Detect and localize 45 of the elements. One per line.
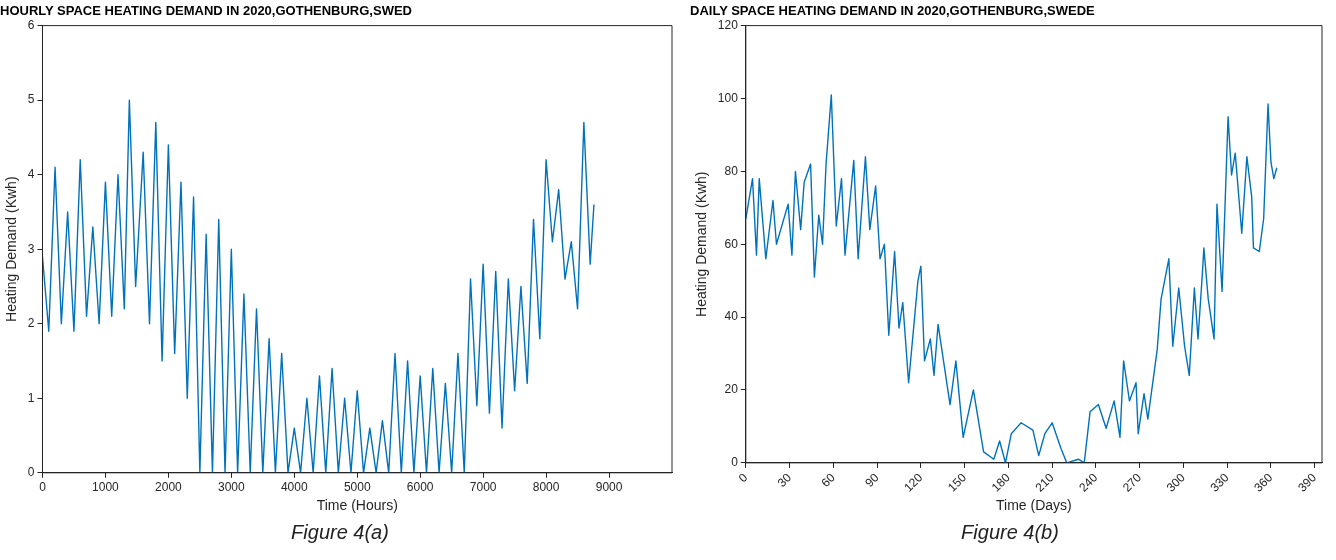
x-tick-label: 360 [1251,470,1276,495]
x-tick-label: 0 [735,470,751,486]
x-tick-label: 330 [1207,470,1232,495]
x-tick-label: 1000 [92,480,120,495]
y-tick-label: 3 [27,241,35,256]
y-axis-title: Heating Demand (Kwh) [693,171,710,317]
x-tick-label: 3000 [217,480,245,495]
y-tick-label: 100 [717,90,739,105]
chart-title: DAILY SPACE HEATING DEMAND IN 2020,GOTHENBURG,SWEDE [690,3,1096,19]
y-tick-label: 80 [724,163,739,178]
y-tick-label: 6 [27,17,35,32]
y-tick-label: 40 [724,309,739,324]
caption: Figure 4(b) [960,521,1060,544]
x-tick-label: 30 [774,470,795,490]
x-tick-label: 150 [945,470,970,495]
x-tick-label: 7000 [469,480,497,495]
x-tick-label: 4000 [280,480,308,495]
x-axis-title: Time (Hours) [316,497,398,514]
y-tick-label: 2 [27,316,35,331]
x-tick-label: 2000 [155,480,183,495]
y-tick-label: 20 [724,382,739,397]
caption: Figure 4(a) [290,521,390,544]
y-tick-label: 1 [27,390,35,405]
x-tick-label: 390 [1295,470,1320,495]
y-tick-label: 120 [717,17,739,32]
x-axis-title: Time (Days) [996,497,1072,514]
x-tick-label: 0 [39,480,47,495]
x-tick-label: 270 [1120,470,1145,495]
y-tick-label: 60 [724,236,739,251]
y-tick-label: 4 [27,166,35,181]
x-tick-label: 5000 [343,480,371,495]
chart-title: HOURLY SPACE HEATING DEMAND IN 2020,GOTHENBURG,SWED [0,3,412,19]
x-tick-label: 240 [1076,470,1101,495]
y-tick-label: 0 [731,455,739,470]
y-axis-title: Heating Demand (Kwh) [3,176,20,322]
x-tick-label: 210 [1032,470,1057,495]
x-tick-label: 6000 [406,480,434,495]
x-tick-label: 300 [1163,470,1189,495]
x-tick-label: 8000 [532,480,560,495]
x-tick-label: 60 [818,470,839,490]
y-tick-label: 5 [27,92,35,107]
x-tick-label: 90 [862,470,882,490]
x-tick-label: 9000 [595,480,623,495]
x-tick-label: 120 [901,470,926,495]
x-tick-label: 180 [988,470,1014,495]
